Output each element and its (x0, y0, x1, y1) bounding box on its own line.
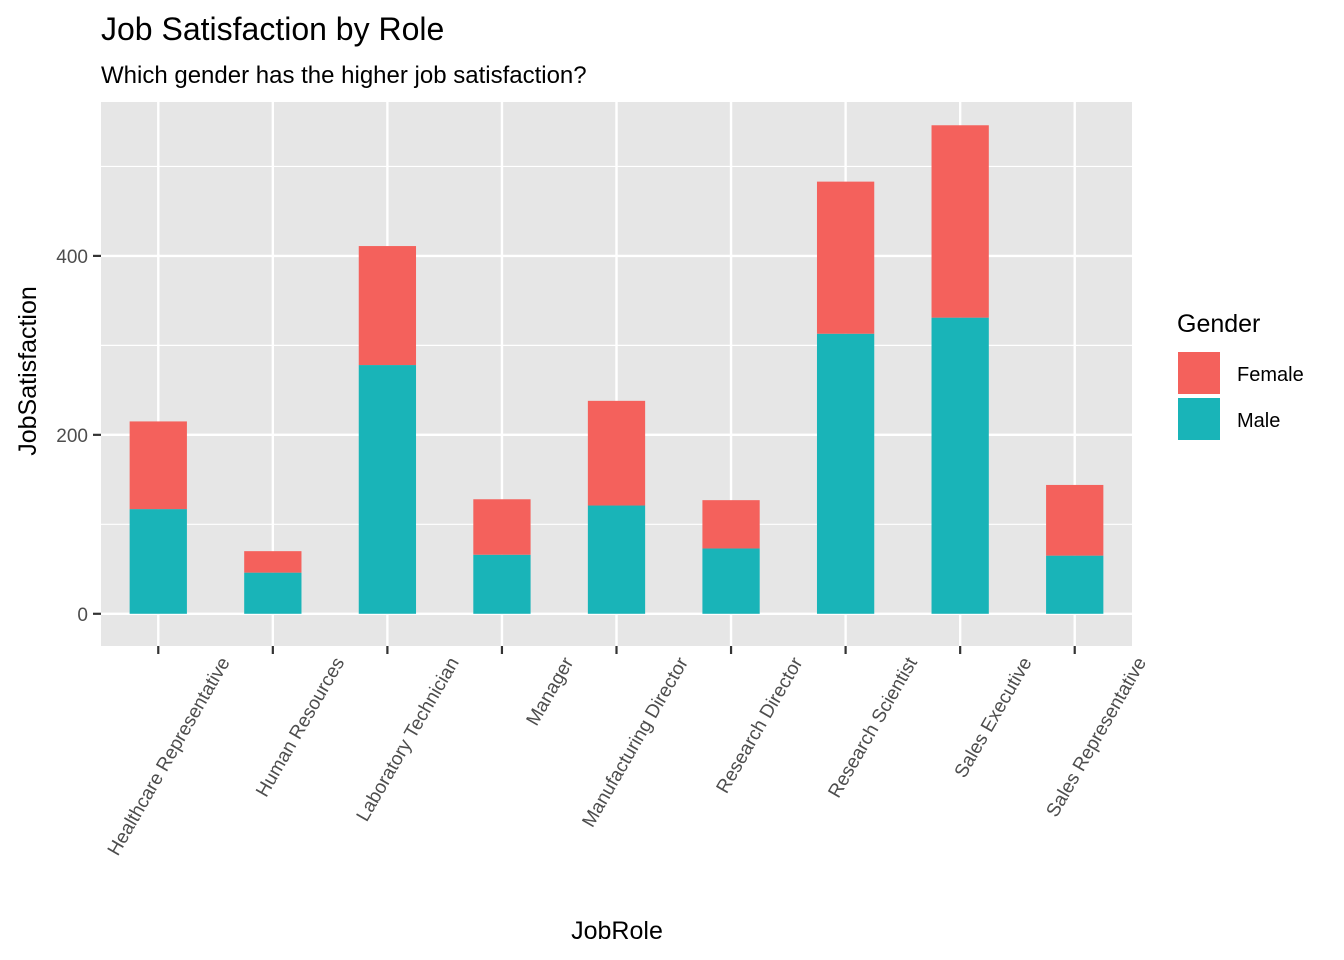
x-tick-label: Research Scientist (825, 653, 923, 801)
bar-male (358, 365, 417, 614)
bar-female (473, 499, 531, 555)
bars (129, 125, 1104, 614)
x-tick-label: Research Director (713, 653, 808, 797)
bar-male (702, 548, 760, 614)
bar-female (129, 421, 187, 510)
y-tick-label: 0 (77, 605, 88, 626)
bar-male (931, 317, 989, 614)
bar-female (816, 181, 875, 334)
chart-title: Job Satisfaction by Role (101, 11, 444, 47)
bar-female (587, 400, 646, 506)
x-tick-label: Healthcare Representative (104, 654, 235, 859)
legend-label: Female (1237, 364, 1304, 386)
legend: Gender Female Male (1177, 310, 1304, 440)
legend-title: Gender (1177, 310, 1260, 338)
x-tick-label: Sales Representative (1043, 654, 1151, 821)
bar-male (473, 554, 531, 614)
x-tick-label: Manufacturing Director (579, 653, 694, 831)
bar-female (244, 551, 302, 573)
legend-key-male (1178, 398, 1220, 440)
bar-male (129, 509, 187, 614)
x-axis-title: JobRole (571, 917, 663, 945)
bar-female (1046, 484, 1104, 556)
bar-female (702, 500, 760, 549)
y-tick-label: 400 (56, 247, 88, 268)
bar-male (816, 333, 875, 614)
bar-female (931, 125, 989, 318)
bar-female (358, 246, 417, 366)
x-axis: Healthcare Representative Human Resources… (104, 646, 1151, 859)
y-axis-title: JobSatisfaction (14, 286, 42, 456)
x-tick-label: Sales Executive (951, 654, 1037, 782)
x-tick-label: Human Resources (252, 654, 349, 801)
legend-label: Male (1237, 410, 1280, 432)
y-axis: 0 200 400 (56, 247, 101, 626)
bar-male (244, 572, 302, 614)
x-tick-label: Manager (523, 653, 579, 729)
bar-male (587, 505, 646, 614)
y-tick-label: 200 (56, 426, 88, 447)
legend-key-female (1178, 352, 1220, 394)
x-tick-label: Laboratory Technician (353, 654, 464, 825)
bar-male (1046, 555, 1104, 614)
chart-subtitle: Which gender has the higher job satisfac… (101, 62, 587, 89)
